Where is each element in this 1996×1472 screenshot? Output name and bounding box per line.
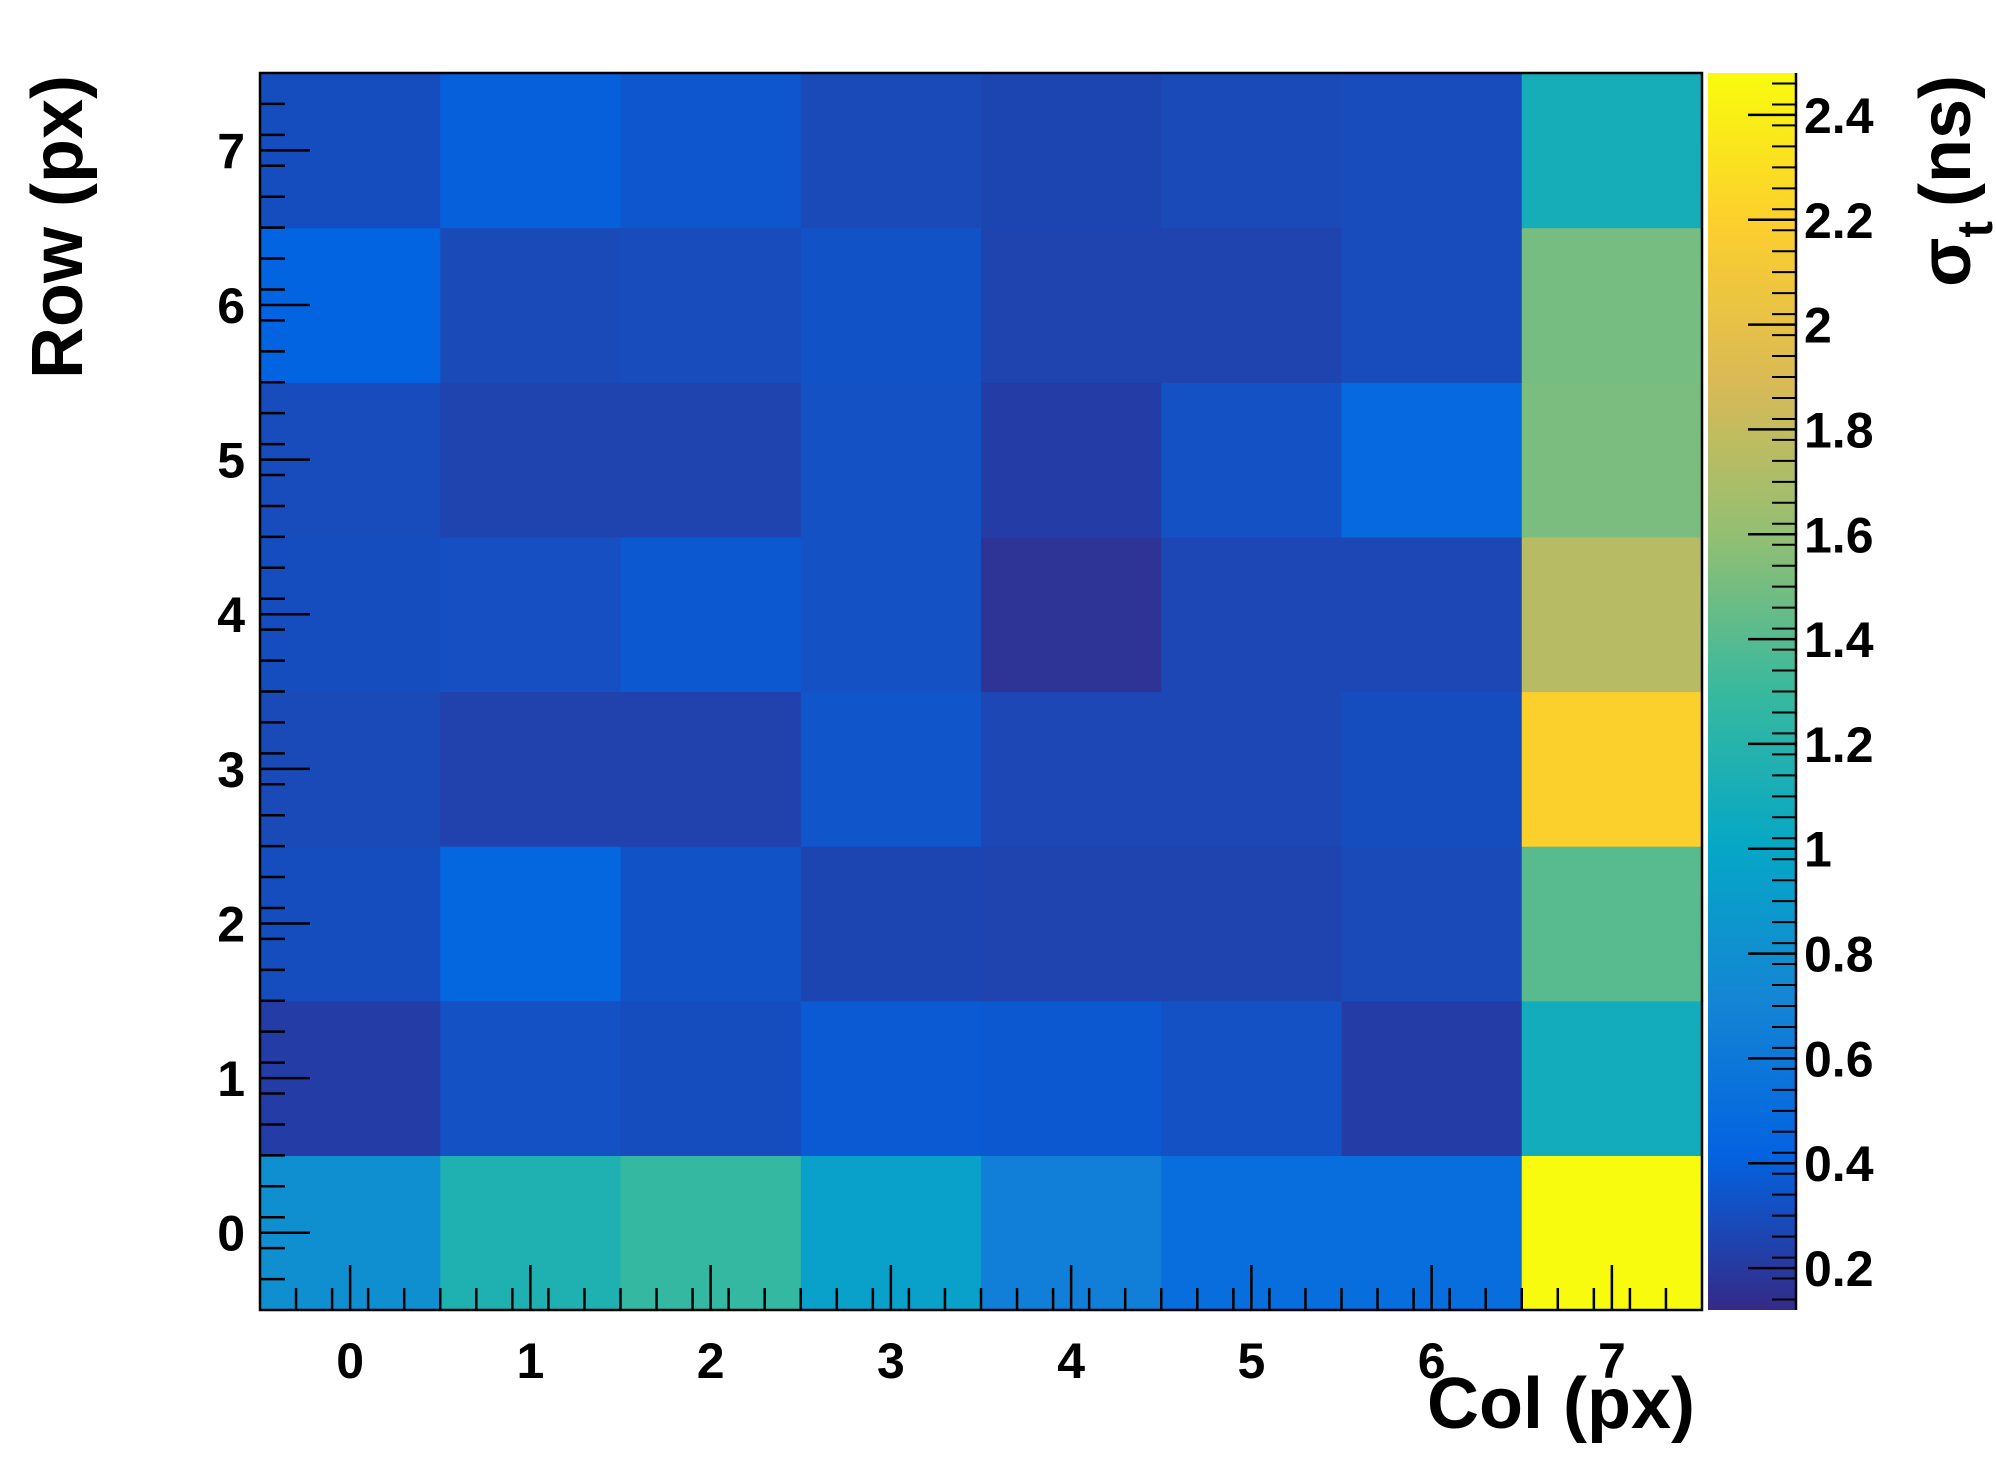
y-tick-label: 1 <box>217 1051 245 1107</box>
x-tick-label: 7 <box>1598 1333 1626 1389</box>
heatmap-cell <box>800 691 982 847</box>
heatmap-cell <box>1161 73 1343 229</box>
color-bar-tick-label: 1.8 <box>1804 402 1874 458</box>
heatmap-cell <box>981 73 1162 229</box>
heatmap-cell <box>1341 227 1523 383</box>
heatmap-cell <box>440 691 622 847</box>
heatmap-cell <box>981 227 1162 383</box>
color-bar-tick-labels: 0.2 0.4 0.6 0.8 1 1.2 1.4 1.6 1.8 2 2.2 2.4 <box>1804 88 1874 1297</box>
heatmap-cells <box>260 73 1703 1311</box>
heatmap-cell <box>1161 382 1343 538</box>
heatmap-cell <box>1341 1000 1523 1156</box>
heatmap-cell <box>981 536 1162 693</box>
color-bar-title: σt (ns) <box>1906 75 1996 287</box>
y-axis-title: Row (px) <box>18 75 98 379</box>
heatmap-cell <box>1341 73 1523 229</box>
heatmap-cell <box>1521 227 1703 383</box>
heatmap-cell <box>800 382 982 538</box>
heatmap-cell <box>981 382 1162 538</box>
x-tick-label: 3 <box>877 1333 905 1389</box>
sigma-symbol: σ <box>1906 238 1986 287</box>
heatmap-cell <box>1161 227 1343 383</box>
x-tick-labels: 0 1 2 3 4 5 6 7 <box>336 1333 1626 1389</box>
heatmap-cell <box>800 1000 982 1156</box>
y-tick-label: 3 <box>217 742 245 798</box>
heatmap-cell <box>1341 691 1523 847</box>
color-bar-tick-label: 1.2 <box>1804 717 1874 773</box>
x-tick-label: 1 <box>516 1333 544 1389</box>
color-bar-tick-label: 1.6 <box>1804 507 1874 563</box>
heatmap-cell <box>1521 536 1703 693</box>
x-tick-label: 6 <box>1418 1333 1446 1389</box>
heatmap-cell <box>1161 1000 1343 1156</box>
heatmap-cell <box>1341 536 1523 693</box>
heatmap-cell <box>440 536 622 693</box>
heatmap-cell <box>620 846 802 1002</box>
heatmap-cell <box>1341 382 1523 538</box>
heatmap-cell <box>440 382 622 538</box>
y-tick-label: 7 <box>217 123 245 179</box>
heatmap-cell <box>1341 846 1523 1002</box>
heatmap-cell <box>620 536 802 693</box>
heatmap-cell <box>620 1000 802 1156</box>
color-bar-tick-label: 1 <box>1804 822 1832 878</box>
y-tick-labels: 0 1 2 3 4 5 6 7 <box>217 123 245 1261</box>
color-bar-tick-label: 1.4 <box>1804 612 1874 668</box>
x-axis-ticks <box>294 1265 1668 1310</box>
x-tick-label: 2 <box>697 1333 725 1389</box>
color-bar-tick-label: 0.8 <box>1804 927 1874 983</box>
y-tick-label: 0 <box>217 1206 245 1262</box>
x-tick-label: 5 <box>1237 1333 1265 1389</box>
heatmap-cell <box>1161 536 1343 693</box>
heatmap-cell <box>1521 382 1703 538</box>
y-tick-label: 6 <box>217 278 245 334</box>
y-axis-ticks <box>260 102 310 1281</box>
heatmap-cell <box>981 846 1162 1002</box>
heatmap-cell <box>981 691 1162 847</box>
heatmap-cell <box>800 227 982 383</box>
z-unit: (ns) <box>1906 75 1986 207</box>
heatmap-cell <box>1161 691 1343 847</box>
heatmap-cell <box>440 1000 622 1156</box>
heatmap-cell <box>620 382 802 538</box>
color-bar <box>1708 73 1798 1310</box>
heatmap-cell <box>1521 73 1703 229</box>
heatmap-cell <box>800 536 982 693</box>
color-bar-tick-label: 0.2 <box>1804 1241 1874 1297</box>
x-axis-title: Col (px) <box>1427 1364 1695 1444</box>
heatmap-cell <box>1521 691 1703 847</box>
heatmap-cell <box>800 846 982 1002</box>
heatmap-cell <box>620 73 802 229</box>
color-bar-tick-label: 0.6 <box>1804 1031 1874 1087</box>
color-bar-tick-label: 2 <box>1804 298 1832 354</box>
heatmap-cell <box>1521 1000 1703 1156</box>
heatmap-cell <box>620 227 802 383</box>
heatmap-cell <box>440 846 622 1002</box>
sigma-subscript: t <box>1947 221 1996 238</box>
heatmap-cell <box>440 227 622 383</box>
heatmap-cell <box>1521 846 1703 1002</box>
heatmap-cell <box>620 691 802 847</box>
heatmap-cell <box>981 1000 1162 1156</box>
x-tick-label: 0 <box>336 1333 364 1389</box>
y-tick-label: 5 <box>217 433 245 489</box>
y-tick-label: 4 <box>217 587 245 643</box>
color-bar-tick-label: 2.2 <box>1804 193 1874 249</box>
color-bar-tick-label: 2.4 <box>1804 88 1874 144</box>
color-bar-tick-label: 0.4 <box>1804 1136 1874 1192</box>
x-tick-label: 4 <box>1057 1333 1085 1389</box>
heatmap-cell <box>800 73 982 229</box>
heatmap-cell <box>1161 846 1343 1002</box>
y-tick-label: 2 <box>217 896 245 952</box>
heatmap-cell <box>440 73 622 229</box>
